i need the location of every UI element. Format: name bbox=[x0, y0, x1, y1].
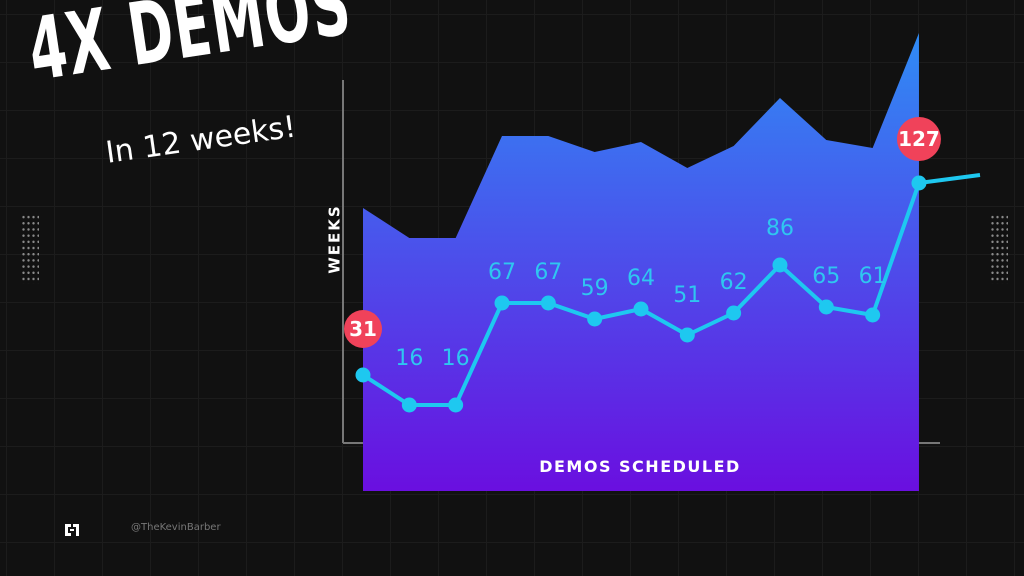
bracket-logo-icon bbox=[64, 522, 80, 541]
data-label: 16 bbox=[442, 346, 470, 371]
data-label: 65 bbox=[812, 264, 840, 289]
data-point bbox=[865, 307, 881, 323]
data-label: 64 bbox=[627, 266, 655, 291]
data-point bbox=[355, 367, 371, 383]
data-point bbox=[679, 327, 695, 343]
x-axis-label: DEMOS SCHEDULED bbox=[539, 457, 741, 476]
data-label: 61 bbox=[859, 264, 887, 289]
data-point bbox=[448, 397, 464, 413]
data-point bbox=[540, 295, 556, 311]
data-label: 67 bbox=[488, 260, 516, 285]
author-handle: @TheKevinBarber bbox=[131, 522, 221, 533]
data-label: 127 bbox=[898, 127, 940, 151]
dot-pattern-right bbox=[990, 214, 1008, 284]
data-label: 31 bbox=[349, 317, 377, 341]
data-point bbox=[633, 301, 649, 317]
series-line bbox=[361, 173, 981, 407]
data-point bbox=[911, 175, 927, 191]
highlight-badge bbox=[896, 117, 941, 161]
data-point bbox=[401, 397, 417, 413]
data-label: 16 bbox=[395, 346, 423, 371]
data-point bbox=[726, 305, 742, 321]
dot-pattern-left bbox=[21, 214, 39, 284]
data-label: 62 bbox=[720, 270, 748, 295]
data-point bbox=[587, 311, 603, 327]
data-label: 51 bbox=[673, 283, 701, 308]
data-label: 67 bbox=[534, 260, 562, 285]
highlight-badge bbox=[344, 310, 382, 348]
data-point bbox=[772, 257, 788, 273]
data-point bbox=[494, 295, 510, 311]
data-point bbox=[818, 299, 834, 315]
area-fill bbox=[363, 33, 919, 491]
data-label: 59 bbox=[581, 276, 609, 301]
data-label: 86 bbox=[766, 216, 794, 241]
y-axis-label: WEEKS bbox=[325, 204, 344, 274]
